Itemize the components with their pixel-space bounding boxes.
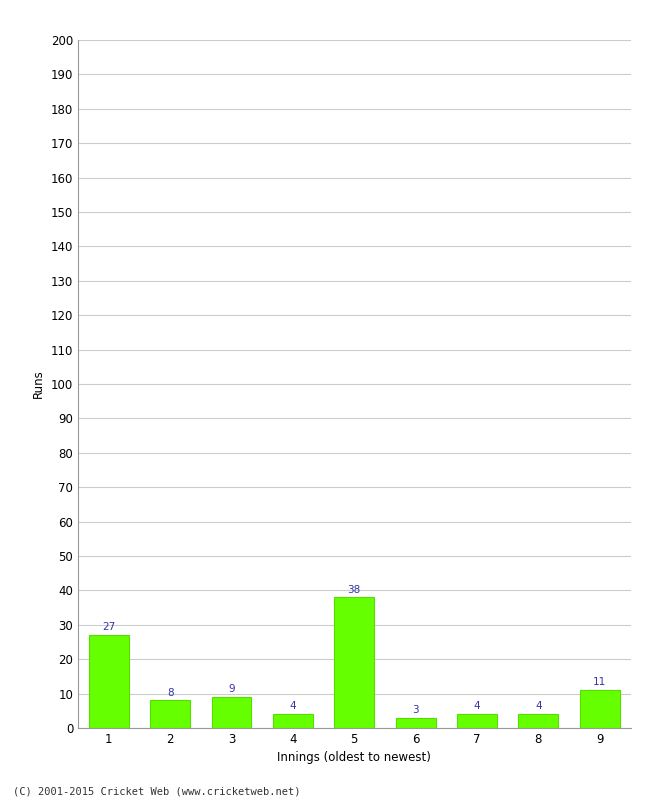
Text: 27: 27 (102, 622, 115, 632)
Text: 38: 38 (348, 585, 361, 594)
Text: (C) 2001-2015 Cricket Web (www.cricketweb.net): (C) 2001-2015 Cricket Web (www.cricketwe… (13, 786, 300, 796)
Y-axis label: Runs: Runs (32, 370, 46, 398)
Text: 8: 8 (167, 688, 174, 698)
Bar (334, 598, 374, 728)
Text: 3: 3 (412, 705, 419, 715)
Text: 9: 9 (228, 684, 235, 694)
Text: 4: 4 (474, 702, 480, 711)
Text: 11: 11 (593, 678, 606, 687)
Bar (519, 714, 558, 728)
Bar (396, 718, 436, 728)
Text: 4: 4 (289, 702, 296, 711)
Bar (273, 714, 313, 728)
Bar (457, 714, 497, 728)
Text: 4: 4 (535, 702, 541, 711)
Bar (211, 697, 252, 728)
X-axis label: Innings (oldest to newest): Innings (oldest to newest) (278, 751, 431, 765)
Bar (150, 701, 190, 728)
Bar (89, 635, 129, 728)
Bar (580, 690, 619, 728)
